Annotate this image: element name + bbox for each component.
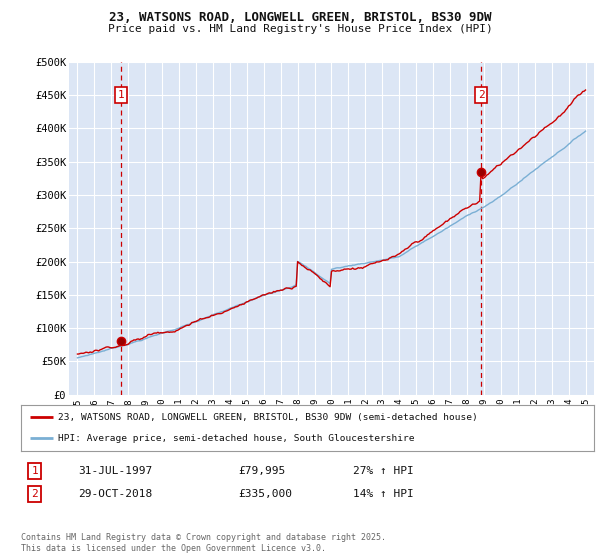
Text: HPI: Average price, semi-detached house, South Gloucestershire: HPI: Average price, semi-detached house,… bbox=[58, 434, 415, 443]
Text: Price paid vs. HM Land Registry's House Price Index (HPI): Price paid vs. HM Land Registry's House … bbox=[107, 24, 493, 34]
Text: 23, WATSONS ROAD, LONGWELL GREEN, BRISTOL, BS30 9DW: 23, WATSONS ROAD, LONGWELL GREEN, BRISTO… bbox=[109, 11, 491, 24]
Text: £335,000: £335,000 bbox=[239, 489, 293, 500]
Text: 31-JUL-1997: 31-JUL-1997 bbox=[79, 466, 152, 476]
Text: Contains HM Land Registry data © Crown copyright and database right 2025.
This d: Contains HM Land Registry data © Crown c… bbox=[21, 533, 386, 553]
Text: 27% ↑ HPI: 27% ↑ HPI bbox=[353, 466, 414, 476]
Text: 2: 2 bbox=[478, 90, 484, 100]
Text: 29-OCT-2018: 29-OCT-2018 bbox=[79, 489, 152, 500]
Text: £79,995: £79,995 bbox=[239, 466, 286, 476]
Text: 23, WATSONS ROAD, LONGWELL GREEN, BRISTOL, BS30 9DW (semi-detached house): 23, WATSONS ROAD, LONGWELL GREEN, BRISTO… bbox=[58, 413, 478, 422]
Text: 1: 1 bbox=[31, 466, 38, 476]
Text: 2: 2 bbox=[31, 489, 38, 500]
Text: 14% ↑ HPI: 14% ↑ HPI bbox=[353, 489, 414, 500]
Text: 1: 1 bbox=[118, 90, 125, 100]
